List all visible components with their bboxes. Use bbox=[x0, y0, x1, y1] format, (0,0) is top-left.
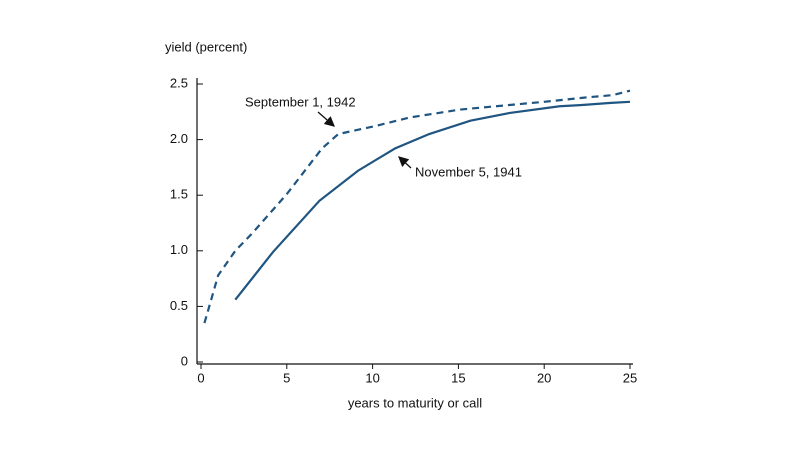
line bbox=[234, 100, 631, 301]
line bbox=[203, 89, 631, 324]
y-tick-label: 1.0 bbox=[170, 242, 188, 257]
annotation: September 1, 1942 bbox=[245, 94, 356, 109]
annotation: November 5, 1941 bbox=[415, 164, 522, 179]
x-axis-label: years to maturity or call bbox=[348, 395, 482, 410]
y-tick-label: 0 bbox=[181, 353, 188, 368]
x-tick-label: 0 bbox=[197, 370, 204, 385]
annotation-arrow bbox=[398, 156, 412, 169]
x-tick-label: 5 bbox=[283, 370, 290, 385]
y-tick-label: 2.5 bbox=[170, 75, 188, 90]
y-tick-label: 1.5 bbox=[170, 187, 188, 202]
y-tick-label: 0.5 bbox=[170, 298, 188, 313]
x-tick-label: 15 bbox=[451, 370, 465, 385]
x-tick-label: 25 bbox=[623, 370, 637, 385]
x-tick-label: 10 bbox=[365, 370, 379, 385]
x-tick-label: 20 bbox=[537, 370, 551, 385]
y-axis-label: yield (percent) bbox=[165, 39, 247, 54]
y-tick-label: 2.0 bbox=[170, 131, 188, 146]
annotation-arrow bbox=[317, 111, 335, 127]
